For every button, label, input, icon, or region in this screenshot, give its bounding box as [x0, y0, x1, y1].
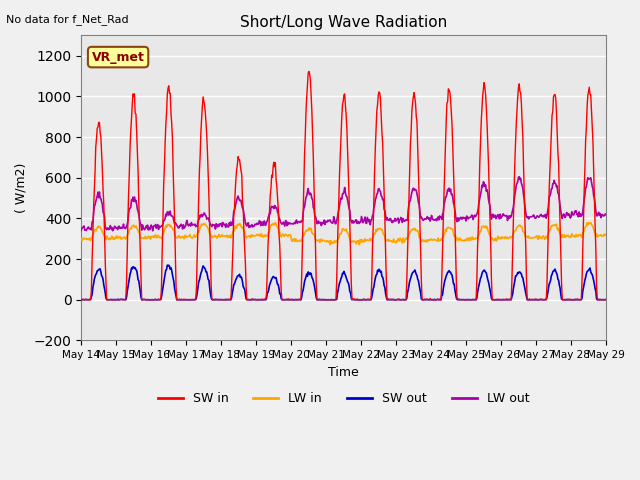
Legend: SW in, LW in, SW out, LW out: SW in, LW in, SW out, LW out — [153, 387, 534, 410]
Text: VR_met: VR_met — [92, 50, 145, 63]
X-axis label: Time: Time — [328, 366, 359, 379]
Title: Short/Long Wave Radiation: Short/Long Wave Radiation — [240, 15, 447, 30]
Text: No data for f_Net_Rad: No data for f_Net_Rad — [6, 14, 129, 25]
Y-axis label: ( W/m2): ( W/m2) — [15, 163, 28, 213]
